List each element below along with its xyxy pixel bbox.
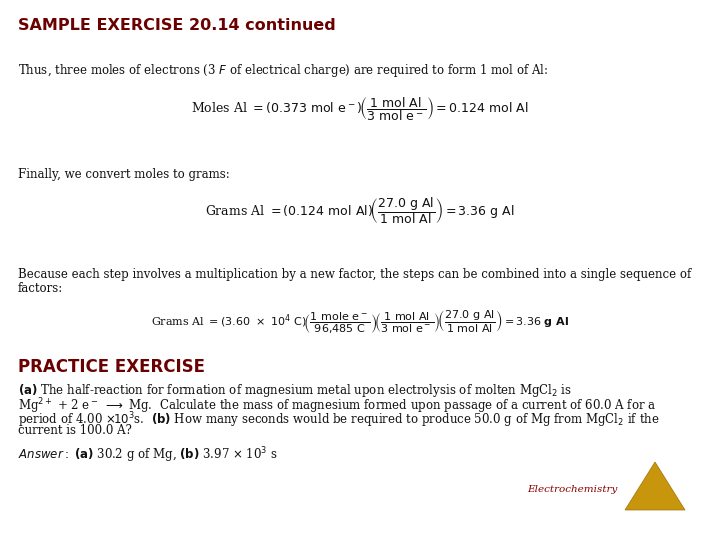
Text: $\mathit{Answer:}$ $\mathbf{(a)}$ 30.2 g of Mg, $\mathbf{(b)}$ 3.97 $\times$ 10$: $\mathit{Answer:}$ $\mathbf{(a)}$ 30.2 g… <box>18 445 278 464</box>
Text: Grams Al $= (3.60\ \times\ 10^4\ \mathrm{C})$$\!\left(\dfrac{1\ \mathrm{mole\ e}: Grams Al $= (3.60\ \times\ 10^4\ \mathrm… <box>151 308 569 335</box>
Text: Thus, three moles of electrons (3 $\mathit{F}$ of electrical charge) are require: Thus, three moles of electrons (3 $\math… <box>18 62 549 79</box>
Text: Electrochemistry: Electrochemistry <box>528 485 618 495</box>
Text: Moles Al $= (0.373\ \mathrm{mol}\ \mathrm{e}^-)$$\!\left(\dfrac{1\ \mathrm{mol\ : Moles Al $= (0.373\ \mathrm{mol}\ \mathr… <box>191 95 529 123</box>
Text: period of 4.00 $\times\!10^3$s.  $\mathbf{(b)}$ How many seconds would be requir: period of 4.00 $\times\!10^3$s. $\mathbf… <box>18 410 660 430</box>
Text: current is 100.0 A?: current is 100.0 A? <box>18 424 132 437</box>
Text: Finally, we convert moles to grams:: Finally, we convert moles to grams: <box>18 168 230 181</box>
Text: Grams Al $= (0.124\ \mathrm{mol\ Al})$$\!\left(\dfrac{27.0\ \mathrm{g\ Al}}{1\ \: Grams Al $= (0.124\ \mathrm{mol\ Al})$$\… <box>205 195 515 226</box>
Text: SAMPLE EXERCISE 20.14 continued: SAMPLE EXERCISE 20.14 continued <box>18 18 336 33</box>
Text: factors:: factors: <box>18 282 63 295</box>
Text: Because each step involves a multiplication by a new factor, the steps can be co: Because each step involves a multiplicat… <box>18 268 691 281</box>
Text: $\mathbf{(a)}$ The half-reaction for formation of magnesium metal upon electroly: $\mathbf{(a)}$ The half-reaction for for… <box>18 382 572 399</box>
Text: Mg$^{2+}$ + 2 e$^-$ $\longrightarrow$ Mg.  Calculate the mass of magnesium forme: Mg$^{2+}$ + 2 e$^-$ $\longrightarrow$ Mg… <box>18 396 657 416</box>
Text: PRACTICE EXERCISE: PRACTICE EXERCISE <box>18 358 205 376</box>
Polygon shape <box>625 462 685 510</box>
